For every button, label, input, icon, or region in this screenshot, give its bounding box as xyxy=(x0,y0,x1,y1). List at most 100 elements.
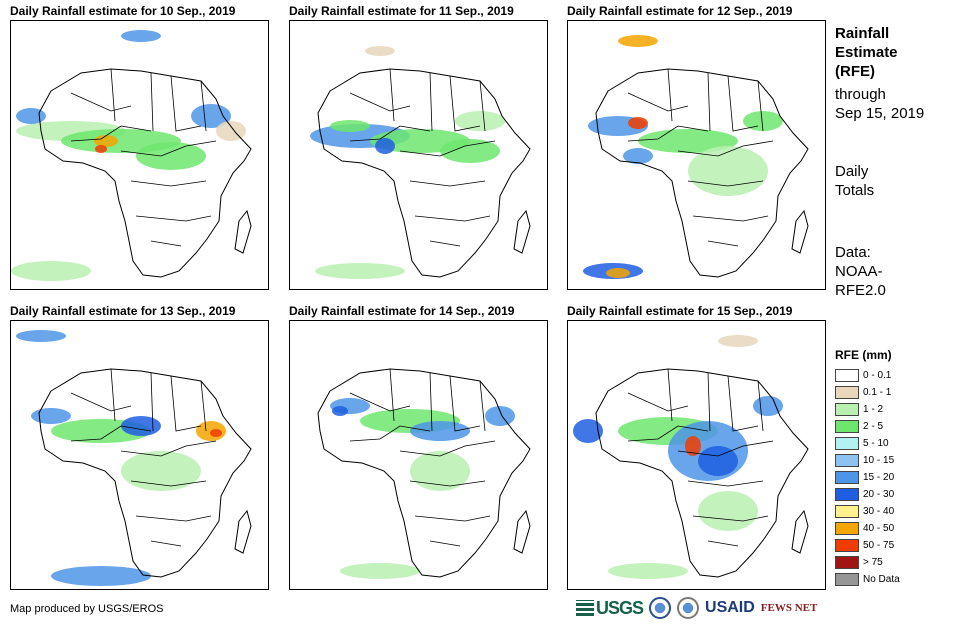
country-border xyxy=(110,368,116,422)
rainfall-area xyxy=(573,419,603,443)
country-border xyxy=(70,392,132,412)
country-border xyxy=(707,240,739,247)
legend-label: 1 - 2 xyxy=(863,403,884,415)
rainfall-map-2 xyxy=(289,20,548,290)
rainfall-area xyxy=(698,491,758,531)
legend-item: 30 - 40 xyxy=(835,503,900,519)
rainfall-map-4 xyxy=(10,320,269,590)
country-border xyxy=(409,480,486,487)
rainfall-map-5 xyxy=(289,320,548,590)
africa-map-svg xyxy=(310,46,531,279)
country-border xyxy=(757,380,764,432)
country-border xyxy=(200,80,207,132)
legend-swatch xyxy=(835,487,859,501)
africa-map-svg xyxy=(16,330,252,586)
map-credit: Map produced by USGS/EROS xyxy=(10,603,164,615)
country-border xyxy=(414,215,491,222)
legend-item: > 75 xyxy=(835,554,900,570)
country-border xyxy=(200,380,207,432)
rainfall-area xyxy=(216,121,246,141)
rainfall-area xyxy=(94,135,118,147)
country-border xyxy=(449,375,481,432)
legend-item: 15 - 20 xyxy=(835,469,900,485)
country-border xyxy=(135,215,212,222)
country-border xyxy=(627,92,689,112)
country-border xyxy=(429,372,433,432)
rainfall-area xyxy=(455,111,505,131)
legend-label: 30 - 40 xyxy=(863,505,895,517)
panel-title-5: Daily Rainfall estimate for 14 Sep., 201… xyxy=(289,304,515,318)
country-border xyxy=(667,368,673,422)
country-border xyxy=(449,75,481,132)
country-border xyxy=(757,80,764,132)
legend-item: 0.1 - 1 xyxy=(835,384,900,400)
legend-swatch xyxy=(835,504,859,518)
legend-swatch xyxy=(835,572,859,586)
country-border xyxy=(349,92,411,112)
country-border xyxy=(667,68,673,122)
madagascar-outline xyxy=(513,509,531,554)
panel-title-2: Daily Rainfall estimate for 11 Sep., 201… xyxy=(289,4,514,18)
country-border xyxy=(429,540,461,547)
rainfall-area xyxy=(440,139,500,163)
rainfall-area xyxy=(485,406,515,426)
country-border xyxy=(130,180,207,187)
legend-swatch xyxy=(835,385,859,399)
country-border xyxy=(130,480,207,487)
legend-label: 10 - 15 xyxy=(863,454,895,466)
usgs-wave-icon xyxy=(576,600,594,616)
africa-map-svg xyxy=(11,30,252,281)
country-border xyxy=(70,92,132,112)
country-border xyxy=(409,180,486,187)
rainfall-area xyxy=(315,263,405,279)
country-border xyxy=(150,240,182,247)
country-border xyxy=(727,75,759,132)
country-border xyxy=(170,75,202,132)
noaa-logo xyxy=(649,597,672,619)
legend-label: 50 - 75 xyxy=(863,539,895,551)
country-border xyxy=(429,240,461,247)
rainfall-map-1 xyxy=(10,20,269,290)
legend-swatch xyxy=(835,453,859,467)
rainfall-area xyxy=(608,563,688,579)
legend-swatch xyxy=(835,555,859,569)
country-border xyxy=(707,540,739,547)
africa-coastline xyxy=(317,68,531,278)
country-border xyxy=(150,72,154,132)
rainfall-area xyxy=(365,46,395,56)
country-border xyxy=(727,375,759,432)
rainfall-area xyxy=(743,111,783,131)
legend-swatch xyxy=(835,470,859,484)
legend-label: 2 - 5 xyxy=(863,420,884,432)
legend-swatch xyxy=(835,538,859,552)
rainfall-area xyxy=(375,138,395,154)
legend-label: > 75 xyxy=(863,556,883,568)
legend-label: 5 - 10 xyxy=(863,437,889,449)
country-border xyxy=(150,540,182,547)
rainfall-area xyxy=(332,406,348,416)
country-border xyxy=(429,72,433,132)
legend-item: 10 - 15 xyxy=(835,452,900,468)
country-border xyxy=(389,68,395,122)
country-border xyxy=(70,125,152,142)
country-border xyxy=(120,440,217,457)
country-border xyxy=(479,380,486,432)
legend-item: 5 - 10 xyxy=(835,435,900,451)
rainfall-area xyxy=(753,396,783,416)
legend-swatch xyxy=(835,419,859,433)
country-border xyxy=(707,372,711,432)
rainfall-area xyxy=(340,563,420,579)
rainfall-area xyxy=(121,416,161,436)
sidebar-title: Rainfall Estimate (RFE) xyxy=(835,25,898,80)
rainfall-area xyxy=(121,451,201,491)
rainfall-area xyxy=(618,35,658,47)
usaid-logo: USAID xyxy=(705,599,755,616)
country-border xyxy=(170,375,202,432)
legend-item: 50 - 75 xyxy=(835,537,900,553)
country-border xyxy=(110,68,116,122)
rainfall-area xyxy=(685,436,701,456)
country-border xyxy=(707,72,711,132)
country-border xyxy=(627,392,689,412)
rainfall-area xyxy=(330,120,370,132)
country-border xyxy=(349,392,411,412)
